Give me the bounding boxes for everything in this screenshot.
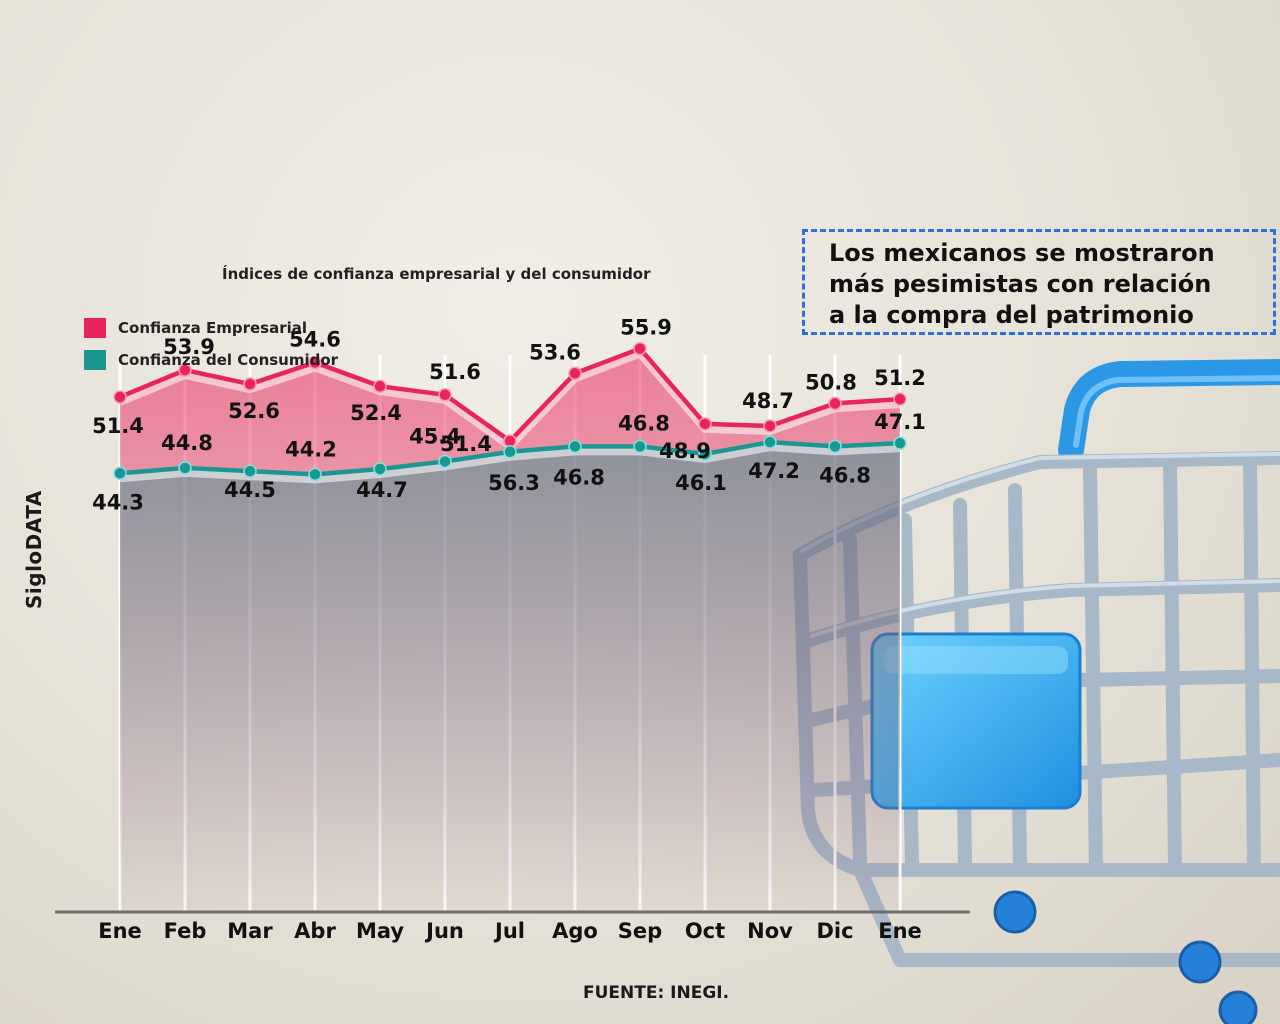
tick-label-2: Feb	[164, 919, 207, 943]
legend-item-empresarial: Confianza Empresarial	[84, 312, 338, 344]
x-axis-tick-labels: Ene Feb Mar Abr May Jun Jul Ago Sep Oct Nov Dic Ene	[98, 919, 922, 943]
data-labels: 51.4 53.9 52.6 54.6 52.4 51.6 51.4 53.6 55.9 48.9…	[92, 316, 926, 515]
data-label-consumidor-7: 56.3	[488, 471, 540, 495]
data-label-empresarial-13: 51.2	[874, 366, 926, 390]
data-label-empresarial-4: 54.6	[289, 328, 341, 352]
point-empresarial-4	[308, 355, 322, 370]
data-label-consumidor-10: 46.1	[675, 471, 727, 495]
point-consumidor-7	[503, 445, 517, 459]
tick-label-7: Jul	[493, 919, 525, 943]
tick-label-10: Oct	[685, 919, 725, 943]
area-consumidor	[120, 442, 900, 912]
point-empresarial-5	[373, 379, 387, 393]
point-consumidor-10	[698, 447, 712, 461]
data-label-empresarial-3: 52.6	[228, 399, 280, 423]
point-consumidor-1	[113, 466, 127, 481]
point-consumidor-9	[633, 439, 647, 454]
data-label-consumidor-6: 45.4	[409, 424, 461, 448]
headline-box: Los mexicanos se mostraron más pesimista…	[802, 229, 1276, 335]
point-empresarial-2	[178, 363, 192, 377]
point-consumidor-3	[243, 464, 257, 478]
point-consumidor-2	[178, 461, 192, 475]
data-label-consumidor-13: 47.1	[874, 410, 926, 434]
point-empresarial-10	[698, 417, 712, 431]
legend-item-consumidor: Confianza del Consumidor	[84, 344, 338, 376]
legend-label-empresarial: Confianza Empresarial	[118, 319, 308, 337]
source-note: FUENTE: INEGI.	[583, 983, 730, 1003]
point-consumidor-5	[373, 462, 387, 476]
data-label-consumidor-1: 44.3	[92, 490, 144, 514]
tick-label-3: Mar	[227, 919, 273, 943]
data-label-empresarial-6: 51.6	[429, 360, 481, 384]
point-empresarial-1	[113, 390, 127, 404]
point-empresarial-12	[828, 396, 842, 411]
chart-title: Índices de confianza empresarial y del c…	[222, 265, 651, 283]
data-label-consumidor-9: 46.8	[618, 411, 670, 435]
data-label-consumidor-5: 44.7	[356, 478, 408, 502]
data-label-empresarial-9: 55.9	[620, 316, 672, 340]
point-empresarial-9	[633, 341, 647, 356]
tick-label-13: Ene	[878, 919, 922, 943]
point-consumidor-8	[568, 439, 582, 454]
headline-line-3: a la compra del patrimonio	[829, 301, 1194, 329]
headline-line-1: Los mexicanos se mostraron	[829, 239, 1215, 267]
point-consumidor-6	[438, 454, 452, 469]
data-label-consumidor-8: 46.8	[553, 465, 605, 489]
tick-label-8: Ago	[552, 919, 598, 943]
series-lines	[113, 341, 907, 484]
data-label-empresarial-1: 51.4	[92, 414, 144, 438]
data-label-consumidor-11: 47.2	[748, 459, 800, 483]
tick-label-11: Nov	[747, 919, 793, 943]
point-consumidor-13	[893, 436, 907, 450]
data-label-empresarial-8: 53.6	[529, 340, 581, 364]
brand-label: SigloDATA	[22, 490, 46, 610]
tick-label-6: Jun	[424, 919, 464, 943]
data-label-empresarial-11: 48.7	[742, 389, 794, 413]
point-empresarial-8	[568, 366, 582, 381]
tick-label-9: Sep	[618, 919, 662, 943]
point-consumidor-4	[308, 467, 322, 482]
data-label-empresarial-12: 50.8	[805, 370, 857, 394]
data-label-consumidor-2: 44.8	[161, 431, 213, 455]
point-consumidor-12	[828, 439, 842, 454]
data-label-empresarial-7: 51.4	[440, 432, 492, 456]
point-empresarial-3	[243, 377, 257, 391]
point-empresarial-11	[763, 419, 777, 433]
tick-label-5: May	[356, 919, 404, 943]
data-label-consumidor-3: 44.5	[224, 478, 276, 502]
legend-swatch-consumidor	[84, 350, 106, 370]
headline-line-2: más pesimistas con relación	[829, 270, 1212, 298]
data-label-empresarial-2: 53.9	[163, 335, 215, 359]
data-label-empresarial-5: 52.4	[350, 401, 402, 425]
legend-label-consumidor: Confianza del Consumidor	[118, 351, 339, 369]
tick-label-4: Abr	[294, 919, 336, 943]
legend-swatch-empresarial	[84, 318, 106, 338]
tick-label-1: Ene	[98, 919, 142, 943]
data-label-empresarial-10: 48.9	[659, 439, 711, 463]
chart-legend: Confianza Empresarial Confianza del Cons…	[84, 312, 338, 376]
point-empresarial-13	[893, 392, 907, 406]
point-consumidor-11	[763, 435, 777, 449]
data-label-consumidor-4: 44.2	[285, 437, 337, 461]
tick-label-12: Dic	[816, 919, 853, 943]
point-empresarial-6	[438, 388, 452, 402]
data-label-consumidor-12: 46.8	[819, 463, 871, 487]
series-areas	[120, 348, 900, 912]
